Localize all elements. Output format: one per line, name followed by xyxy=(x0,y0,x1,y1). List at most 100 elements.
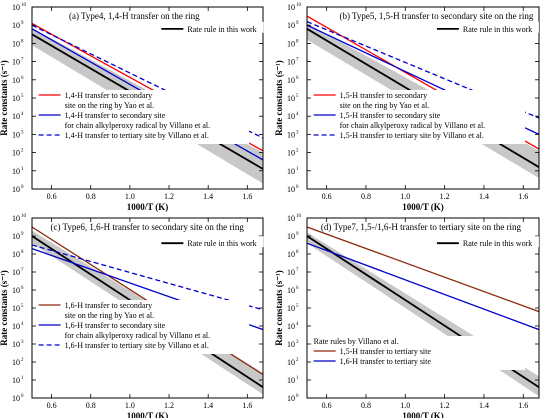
legend-label: 1,5-H transfer to secondary site xyxy=(340,111,441,120)
y-tick-label: 10 xyxy=(287,358,295,367)
y-tick-exponent: 1 xyxy=(296,167,299,172)
y-tick-label: 10 xyxy=(12,286,20,295)
y-tick-label: 10 xyxy=(12,149,20,158)
y-tick-label: 10 xyxy=(12,94,20,103)
x-tick-label: 1.2 xyxy=(440,192,450,201)
y-tick-exponent: 5 xyxy=(296,94,299,99)
y-tick-exponent: 9 xyxy=(296,21,299,26)
y-tick-label: 10 xyxy=(287,376,295,385)
y-tick-label: 10 xyxy=(287,250,295,259)
x-tick-label: 0.6 xyxy=(47,401,57,410)
y-tick-label: 10 xyxy=(287,322,295,331)
y-tick-exponent: 2 xyxy=(21,149,24,154)
x-tick-label: 1.4 xyxy=(203,401,213,410)
y-tick-exponent: 8 xyxy=(21,250,24,255)
y-tick-exponent: 10 xyxy=(296,214,302,219)
y-tick-exponent: 4 xyxy=(296,112,299,117)
y-tick-label: 10 xyxy=(12,268,20,277)
legend-label: 1,6-H transfer to tertiary site xyxy=(340,357,432,366)
y-tick-exponent: 7 xyxy=(296,58,299,63)
y-tick-label: 10 xyxy=(12,58,20,67)
legend-label-rate-rule: Rate rule in this work xyxy=(463,25,532,34)
x-tick-label: 1.2 xyxy=(164,192,174,201)
legend-label: 1,6-H transfer to secondary xyxy=(65,301,153,310)
legend-label-rate-rule: Rate rule in this work xyxy=(187,25,256,34)
plot-area xyxy=(307,226,539,397)
legend-label: 1,5-H transfer to tertiary site xyxy=(340,347,432,356)
y-tick-label: 10 xyxy=(12,76,20,85)
x-axis-label: 1000/T (K) xyxy=(402,411,444,418)
x-tick-label: 1.0 xyxy=(125,401,135,410)
x-axis-label: 1000/T (K) xyxy=(127,202,169,212)
y-tick-exponent: 10 xyxy=(21,3,27,8)
y-tick-label: 10 xyxy=(12,130,20,139)
legend-label: 1,6-H transfer to tertiary site by Villa… xyxy=(65,341,209,350)
y-tick-exponent: 0 xyxy=(21,185,24,190)
y-tick-exponent: 1 xyxy=(21,376,24,381)
legend-bottom-box xyxy=(311,90,526,144)
y-tick-label: 10 xyxy=(287,232,295,241)
y-tick-exponent: 8 xyxy=(296,39,299,44)
legend-label: 1,5-H transfer to tertiary site by Villa… xyxy=(340,131,484,140)
y-tick-label: 10 xyxy=(12,304,20,313)
y-tick-exponent: 5 xyxy=(21,94,24,99)
x-tick-label: 0.6 xyxy=(322,401,332,410)
y-tick-exponent: 1 xyxy=(296,376,299,381)
y-tick-label: 10 xyxy=(12,322,20,331)
legend-top-box xyxy=(159,21,264,33)
y-tick-label: 10 xyxy=(12,21,20,30)
y-tick-label: 10 xyxy=(287,130,295,139)
y-tick-label: 10 xyxy=(12,394,20,403)
legend-label-rate-rule: Rate rule in this work xyxy=(187,239,256,248)
legend-label: 1,5-H transfer to secondary xyxy=(340,91,428,100)
y-tick-label: 10 xyxy=(12,250,20,259)
y-tick-label: 10 xyxy=(287,167,295,176)
y-tick-label: 10 xyxy=(287,112,295,121)
y-tick-exponent: 4 xyxy=(21,322,24,327)
legend-bottom-box xyxy=(311,336,526,370)
y-tick-label: 10 xyxy=(12,167,20,176)
legend-label: 1,6-H transfer to secondary site xyxy=(65,321,166,330)
y-tick-exponent: 7 xyxy=(21,58,24,63)
y-tick-label: 10 xyxy=(287,3,295,12)
x-tick-label: 0.6 xyxy=(322,192,332,201)
x-tick-label: 0.8 xyxy=(361,192,371,201)
legend-bottom-box xyxy=(36,90,250,144)
y-tick-exponent: 3 xyxy=(296,130,299,135)
series-line-2 xyxy=(307,226,539,313)
legend-label: for chain alkylperoxy radical by Villano… xyxy=(65,121,211,130)
y-tick-exponent: 2 xyxy=(21,358,24,363)
legend-label: 1,4-H transfer to secondary site xyxy=(65,111,166,120)
y-tick-exponent: 4 xyxy=(296,322,299,327)
legend-label: Rate rules by Villano et al. xyxy=(314,337,399,346)
y-tick-exponent: 6 xyxy=(296,76,299,81)
y-tick-exponent: 0 xyxy=(296,394,299,399)
y-tick-exponent: 6 xyxy=(21,76,24,81)
y-tick-exponent: 8 xyxy=(296,250,299,255)
x-tick-label: 1.0 xyxy=(125,192,135,201)
y-tick-exponent: 10 xyxy=(296,3,302,8)
x-tick-label: 1.4 xyxy=(479,192,489,201)
y-tick-exponent: 9 xyxy=(21,21,24,26)
x-tick-label: 0.8 xyxy=(86,401,96,410)
y-tick-exponent: 2 xyxy=(296,149,299,154)
uncertainty-band xyxy=(307,232,539,397)
x-tick-label: 1.0 xyxy=(400,192,410,201)
x-tick-label: 0.6 xyxy=(47,192,57,201)
y-tick-exponent: 7 xyxy=(21,268,24,273)
y-tick-exponent: 4 xyxy=(21,112,24,117)
y-axis-label: Rate constants (s⁻¹) xyxy=(274,60,284,135)
y-tick-exponent: 8 xyxy=(21,39,24,44)
panel-title: (c) Type6, 1,6-H transfer to secondary s… xyxy=(50,222,244,232)
legend-top-box xyxy=(159,236,264,248)
x-tick-label: 1.6 xyxy=(518,401,528,410)
y-tick-exponent: 0 xyxy=(296,185,299,190)
y-axis-label: Rate constants (s⁻¹) xyxy=(0,60,9,135)
y-tick-label: 10 xyxy=(12,3,20,12)
y-tick-exponent: 1 xyxy=(21,167,24,172)
